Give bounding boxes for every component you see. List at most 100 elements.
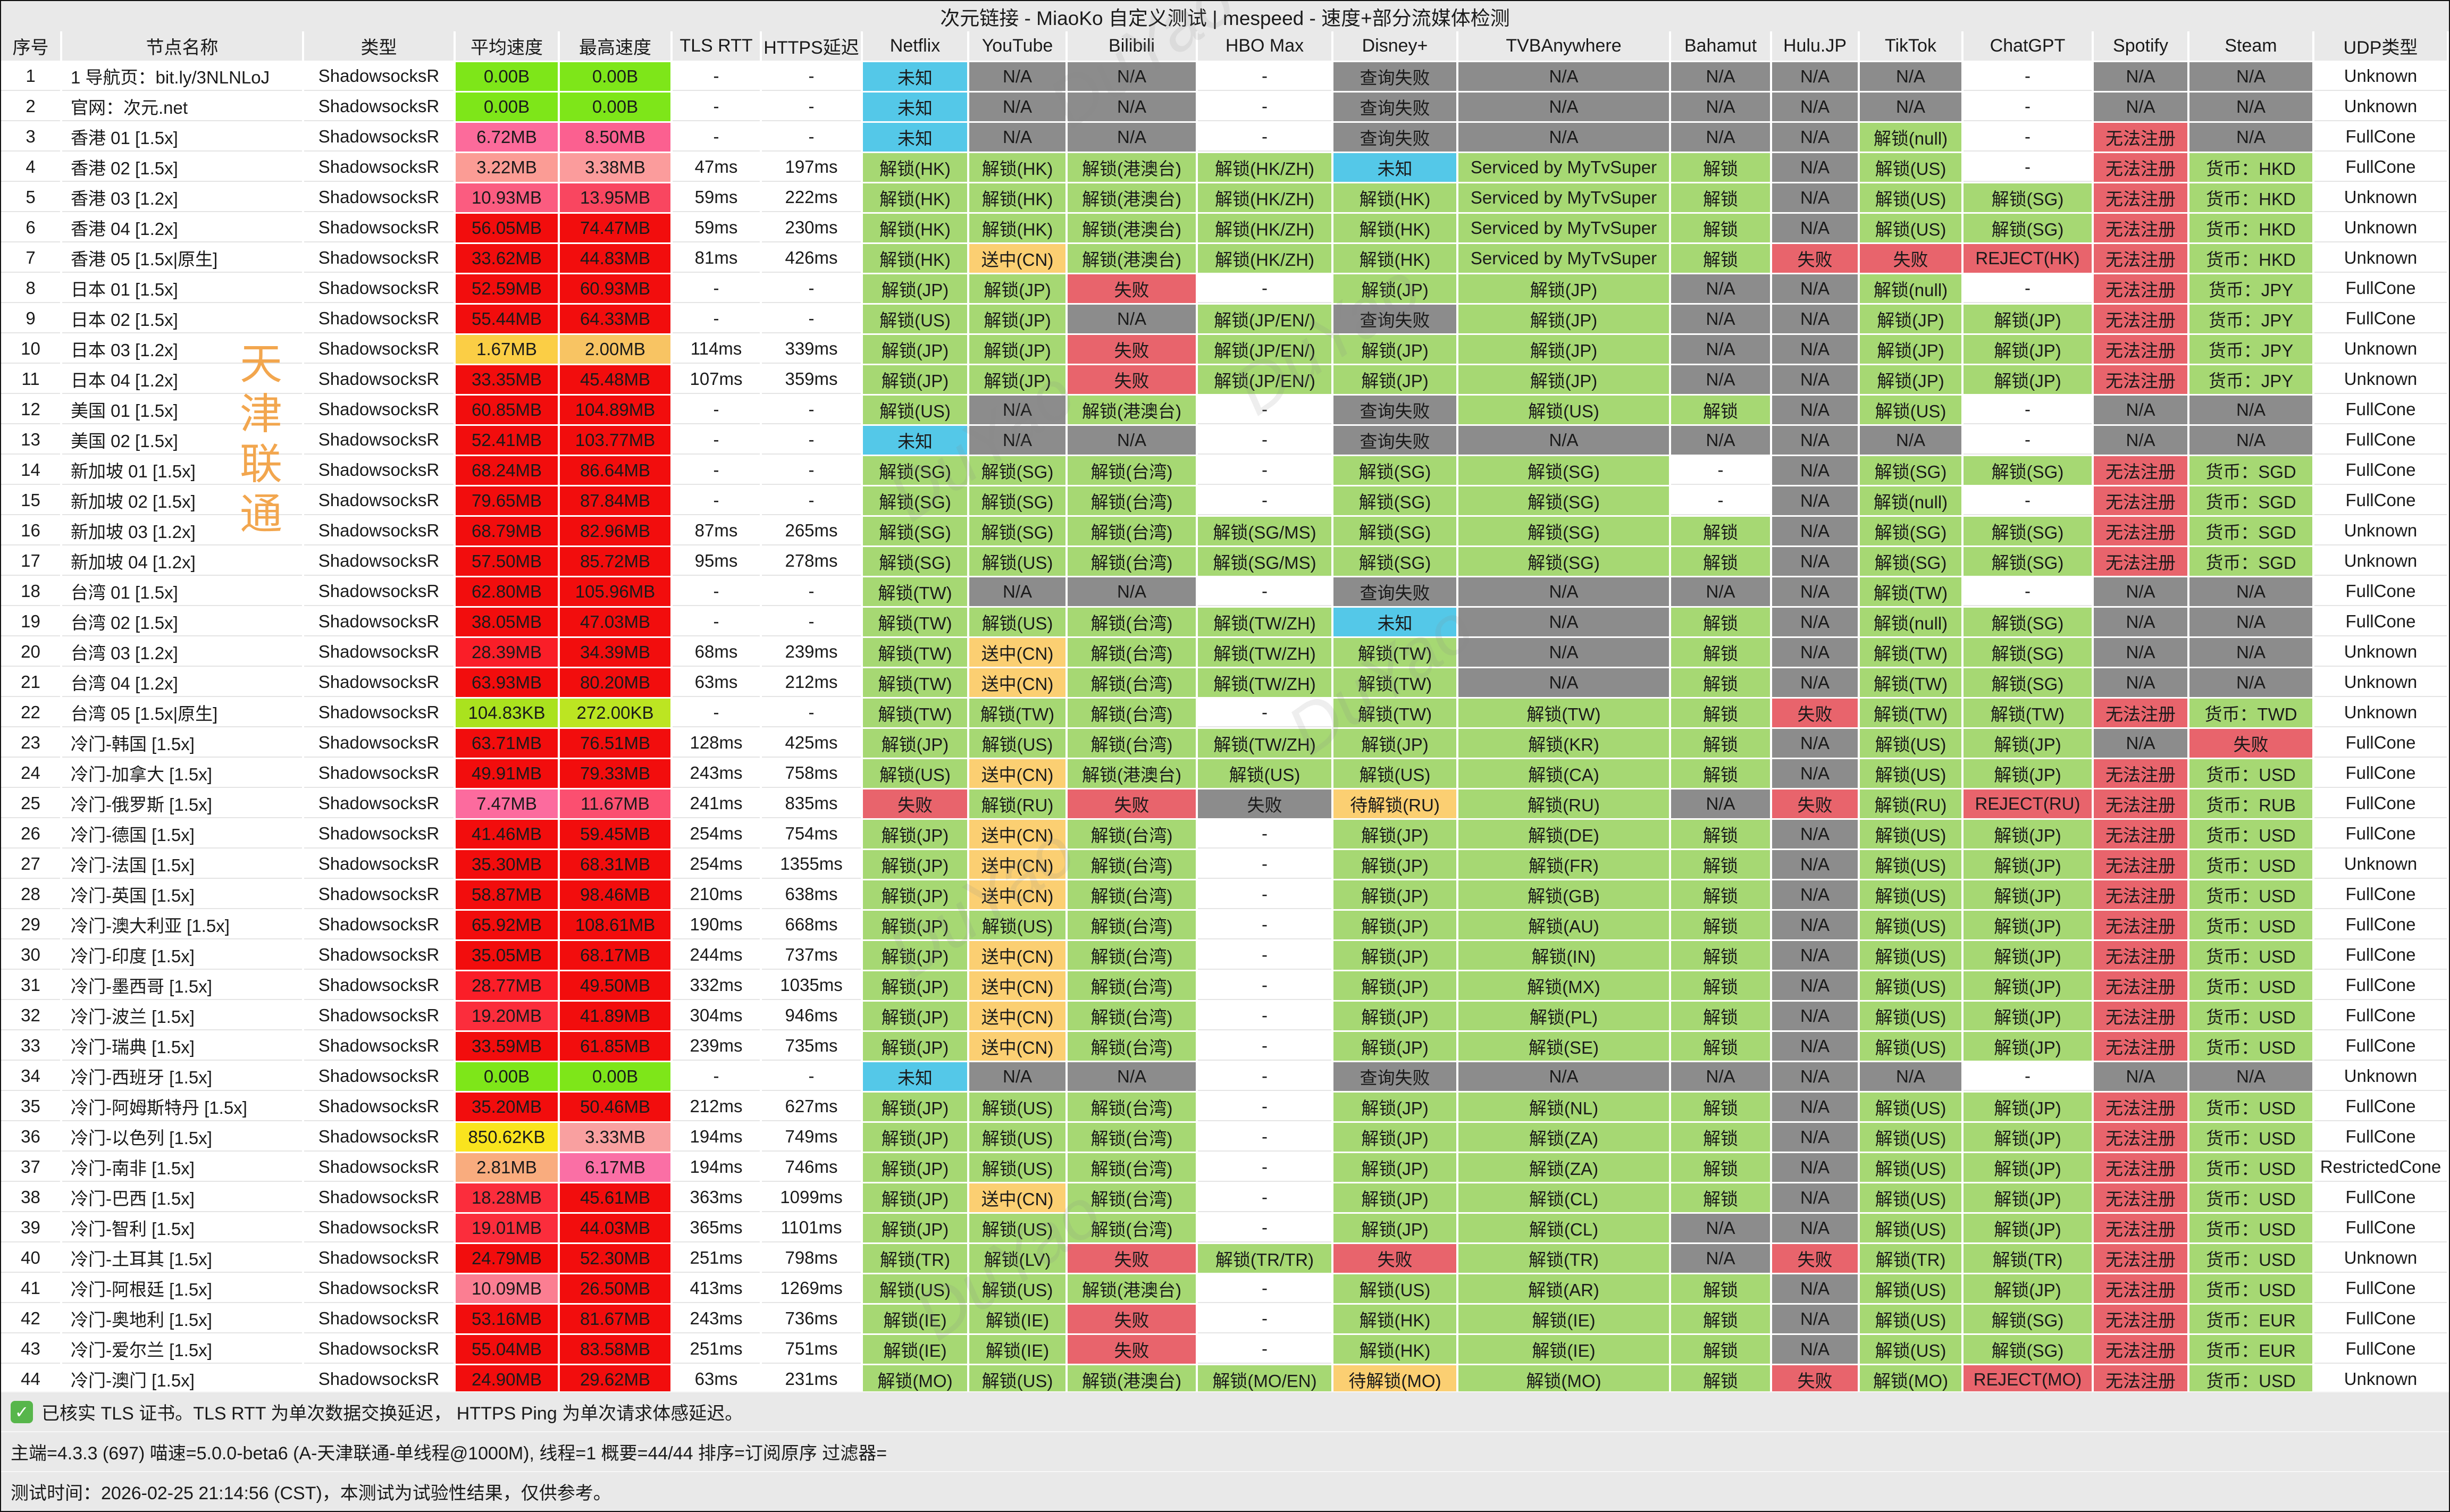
table-cell: 38.05MB: [456, 608, 558, 636]
table-cell: 失败: [2189, 729, 2312, 758]
table-cell: 212ms: [762, 668, 861, 697]
table-cell: N/A: [1772, 1093, 1858, 1121]
table-cell: -: [1964, 274, 2092, 303]
table-cell: 解锁(SG): [1860, 547, 1961, 576]
table-cell: 解锁(台湾): [1068, 1093, 1196, 1121]
table-cell: 货币：USD: [2189, 1365, 2312, 1394]
table-cell: -: [673, 426, 760, 455]
table-cell: 失败: [1772, 1244, 1858, 1273]
table-cell: 未知: [1333, 153, 1456, 182]
table-cell: 114ms: [673, 335, 760, 364]
table-cell: 10.93MB: [456, 183, 558, 212]
table-cell: 243ms: [673, 1305, 760, 1333]
table-cell: 28.77MB: [456, 971, 558, 1000]
table-cell: FullCone: [2314, 1335, 2447, 1364]
table-cell: 解锁(HK): [863, 214, 967, 242]
table-cell: 解锁: [1671, 759, 1770, 788]
table-cell: 25: [1, 789, 60, 818]
table-cell: Unknown: [2314, 183, 2447, 212]
checkmark-icon: ✓: [11, 1400, 33, 1423]
table-cell: N/A: [1068, 577, 1196, 606]
table-cell: Unknown: [2314, 62, 2447, 91]
table-cell: 解锁(JP): [863, 365, 967, 394]
table-cell: N/A: [969, 396, 1065, 424]
table-cell: 解锁(FR): [1458, 850, 1669, 879]
table-cell: ShadowsocksR: [304, 1183, 454, 1212]
table-cell: 0.00B: [560, 93, 670, 121]
table-cell: 64.33MB: [560, 305, 670, 333]
table-cell: N/A: [969, 62, 1065, 91]
table-cell: 解锁(台湾): [1068, 1002, 1196, 1030]
table-cell: 送中(CN): [969, 880, 1065, 909]
table-cell: 解锁(MO): [863, 1365, 967, 1394]
table-cell: N/A: [1068, 305, 1196, 333]
table-cell: N/A: [1671, 335, 1770, 364]
table-cell: N/A: [1772, 850, 1858, 879]
table-cell: -: [1198, 123, 1331, 152]
table-cell: 解锁(JP): [969, 365, 1065, 394]
table-cell: -: [673, 577, 760, 606]
table-cell: 38: [1, 1183, 60, 1212]
table-cell: 解锁(JP): [1333, 1032, 1456, 1061]
table-cell: 63.93MB: [456, 668, 558, 697]
table-cell: -: [1198, 1093, 1331, 1121]
table-cell: 3: [1, 123, 60, 152]
table-cell: -: [1198, 396, 1331, 424]
table-cell: 解锁(TW): [863, 638, 967, 667]
table-cell: 香港 05 [1.5x|原生]: [62, 244, 302, 273]
table-cell: N/A: [1671, 365, 1770, 394]
table-cell: 68.24MB: [456, 456, 558, 485]
table-cell: 失败: [1772, 244, 1858, 273]
table-cell: 解锁(MO/EN): [1198, 1365, 1331, 1394]
table-cell: 86.64MB: [560, 456, 670, 485]
table-cell: 解锁(JP): [1964, 335, 2092, 364]
table-cell: 850.62KB: [456, 1123, 558, 1152]
table-cell: -: [1198, 274, 1331, 303]
table-cell: Serviced by MyTvSuper: [1458, 153, 1669, 182]
table-cell: N/A: [1458, 93, 1669, 121]
table-row: 27 冷门-法国 [1.5x] ShadowsocksR 35.30MB 68.31MB…: [1, 850, 2449, 879]
table-cell: ShadowsocksR: [304, 759, 454, 788]
table-cell: N/A: [1772, 365, 1858, 394]
table-cell: 44.83MB: [560, 244, 670, 273]
table-cell: 解锁(AR): [1458, 1274, 1669, 1303]
table-cell: 冷门-韩国 [1.5x]: [62, 729, 302, 758]
table-row: 41 冷门-阿根廷 [1.5x] ShadowsocksR 10.09MB 26.50M…: [1, 1274, 2449, 1303]
table-cell: 无法注册: [2094, 274, 2187, 303]
table-cell: 冷门-智利 [1.5x]: [62, 1214, 302, 1242]
table-cell: 627ms: [762, 1093, 861, 1121]
table-cell: 解锁(IE): [1458, 1305, 1669, 1333]
table-cell: 无法注册: [2094, 486, 2187, 515]
table-cell: 解锁(JP): [1333, 880, 1456, 909]
table-cell: 解锁(JP): [1860, 335, 1961, 364]
table-cell: 解锁(SG): [1964, 547, 2092, 576]
table-cell: -: [1198, 1002, 1331, 1030]
table-cell: 解锁(TW): [863, 608, 967, 636]
table-cell: 29: [1, 911, 60, 939]
table-cell: 解锁(null): [1860, 486, 1961, 515]
table-cell: 失败: [1772, 1365, 1858, 1394]
table-cell: -: [1198, 1335, 1331, 1364]
table-cell: 解锁(SG): [1860, 456, 1961, 485]
table-cell: -: [673, 699, 760, 727]
table-cell: 解锁(JP): [863, 1002, 967, 1030]
table-cell: 无法注册: [2094, 1214, 2187, 1242]
table-cell: 解锁(HK): [1333, 183, 1456, 212]
table-cell: 210ms: [673, 880, 760, 909]
table-row: 30 冷门-印度 [1.5x] ShadowsocksR 35.05MB 68.17MB…: [1, 941, 2449, 970]
table-cell: 87.84MB: [560, 486, 670, 515]
table-cell: Unknown: [2314, 93, 2447, 121]
table-cell: FullCone: [2314, 1183, 2447, 1212]
column-header: 节点名称: [62, 31, 302, 61]
table-cell: ShadowsocksR: [304, 1062, 454, 1091]
table-cell: ShadowsocksR: [304, 880, 454, 909]
table-cell: 解锁: [1671, 941, 1770, 970]
table-cell: 12: [1, 396, 60, 424]
table-cell: 无法注册: [2094, 1365, 2187, 1394]
table-cell: -: [762, 93, 861, 121]
table-cell: N/A: [2094, 729, 2187, 758]
table-cell: FullCone: [2314, 486, 2447, 515]
table-cell: N/A: [1458, 426, 1669, 455]
table-cell: N/A: [2189, 93, 2312, 121]
